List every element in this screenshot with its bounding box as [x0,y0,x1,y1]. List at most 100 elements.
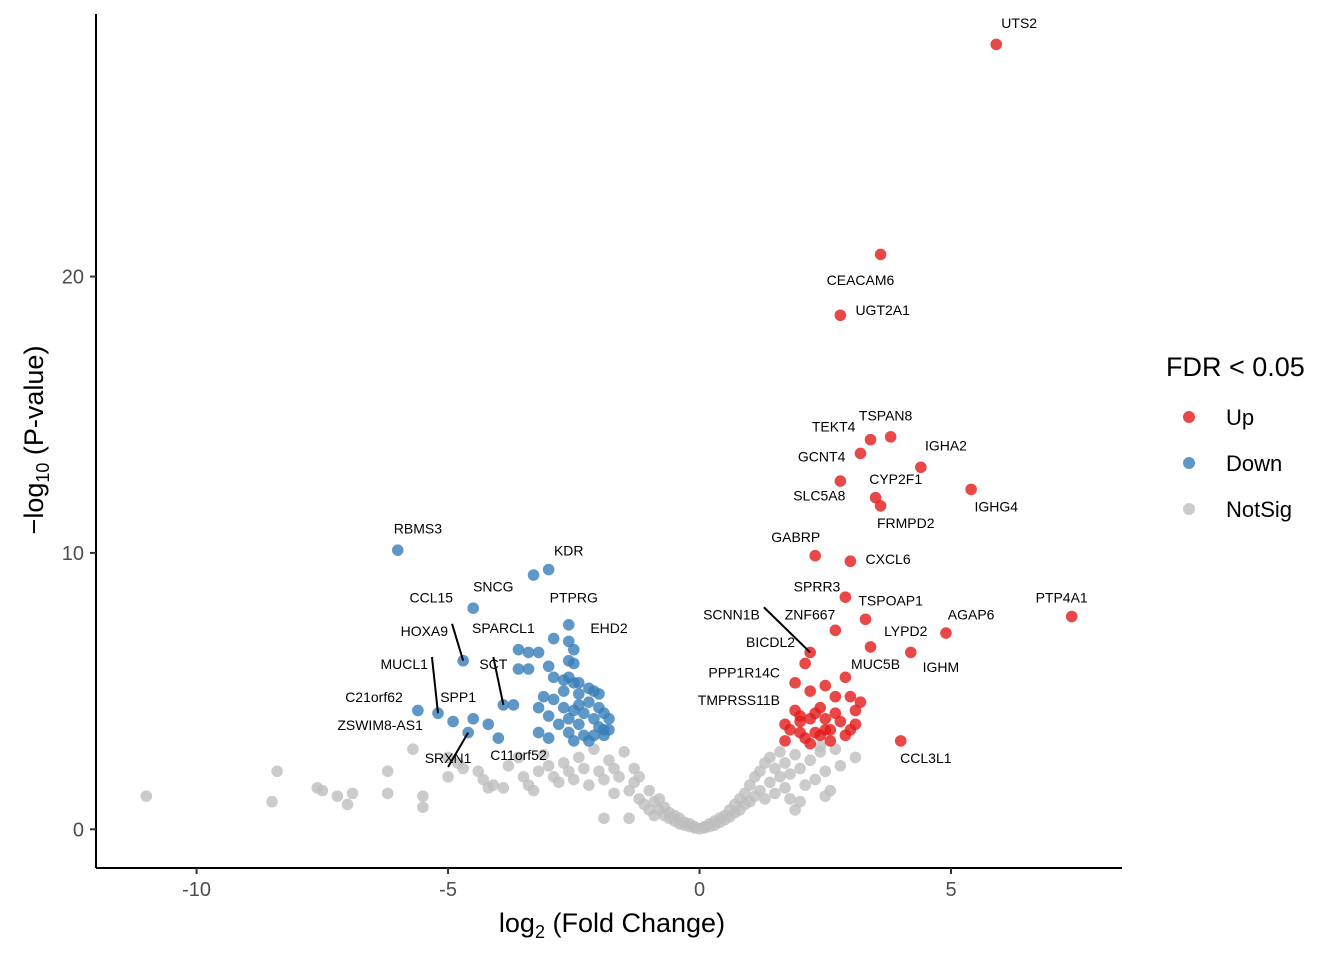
down-point [603,712,615,725]
down-point [547,632,560,645]
notsig-point [819,765,832,778]
down-point [447,715,459,728]
notsig-point [774,746,786,758]
notsig-point [774,770,786,783]
notsig-point [532,765,545,778]
x-tick-label: -10 [182,879,211,901]
up-point [1065,610,1078,623]
up-point [940,627,952,639]
down-point [593,688,605,700]
down-point [532,646,545,659]
gene-label: C11orf52 [490,747,547,763]
gene-label: SRXN1 [425,750,472,766]
legend-label-up: Up [1226,405,1254,430]
notsig-point [417,790,429,802]
y-tick-label: 10 [62,543,84,565]
up-point [794,715,806,728]
up-point [965,483,977,496]
notsig-point [834,759,847,772]
down-point [512,663,525,675]
gene-label: CYP2F1 [869,471,922,487]
leader-line [447,732,470,768]
notsig-point [271,765,283,778]
gene-label: BICDL2 [746,634,795,650]
up-point [844,690,857,703]
notsig-point [804,754,816,767]
down-point [507,699,520,711]
down-point [583,735,595,747]
up-point [904,646,917,659]
up-point [864,641,877,653]
gene-label: CEACAM6 [827,272,895,288]
up-points [779,38,1078,750]
x-tick-label: 5 [945,879,956,901]
up-point [864,433,877,446]
notsig-point [799,779,811,791]
up-point [849,704,862,717]
down-point [457,654,469,667]
up-point [834,309,847,322]
gene-label: PPP1R14C [708,664,780,680]
notsig-point [573,751,585,764]
notsig-point [849,751,862,764]
down-point [537,690,550,703]
down-point [547,693,560,706]
up-point [844,555,857,568]
up-point [874,500,887,512]
up-point [804,737,816,750]
legend-label-down: Down [1226,451,1282,476]
up-point [824,735,837,747]
notsig-point [140,790,153,802]
gene-label: PTPRG [550,590,598,606]
notsig-point [381,787,394,800]
notsig-point [316,784,329,797]
gene-label: SCT [479,656,507,672]
gene-label: PTP4A1 [1036,590,1088,606]
notsig-point [618,746,630,758]
notsig-point [578,762,590,775]
down-point [462,726,474,739]
up-point [839,591,852,603]
down-point [573,677,585,689]
leader-line [763,606,811,654]
notsig-point [819,790,832,802]
leader-line [492,656,505,706]
gene-label: ZSWIM8-AS1 [337,717,423,733]
down-point [542,732,555,744]
gene-label: UGT2A1 [855,302,910,318]
up-point [784,724,796,736]
gene-label: TSPAN8 [859,407,913,423]
gene-label: SNCG [473,579,513,595]
up-point [874,248,887,261]
down-point [522,663,535,675]
notsig-point [814,740,827,753]
down-point [542,563,555,576]
gene-label: SLC5A8 [793,487,845,503]
gene-label: UTS2 [1001,15,1037,31]
gene-label: IGHG4 [974,498,1018,514]
x-tick-label: 0 [694,879,705,901]
leader-lines [430,606,811,768]
down-point [512,643,525,656]
up-point [884,431,897,443]
notsig-point [643,784,656,797]
gene-label: CCL15 [409,590,453,606]
gene-label: SPRR3 [794,579,841,595]
legend: FDR < 0.05 Up Down NotSig [1166,352,1305,522]
legend-key-up [1183,411,1195,423]
gene-label: CCL3L1 [900,750,952,766]
down-point [567,643,580,656]
down-point [562,712,575,725]
notsig-point [794,762,806,775]
down-point [562,618,575,631]
notsig-point [784,793,796,805]
y-axis-title: −log10 (P-value) [19,346,53,535]
tick-group: -10 -5 0 5 0 10 20 [62,267,957,901]
notsig-point [809,773,822,786]
gene-label: FRMPD2 [877,515,935,531]
down-point [532,701,545,714]
notsig-point [331,790,344,802]
notsig-point [417,801,429,813]
down-point [532,726,545,739]
